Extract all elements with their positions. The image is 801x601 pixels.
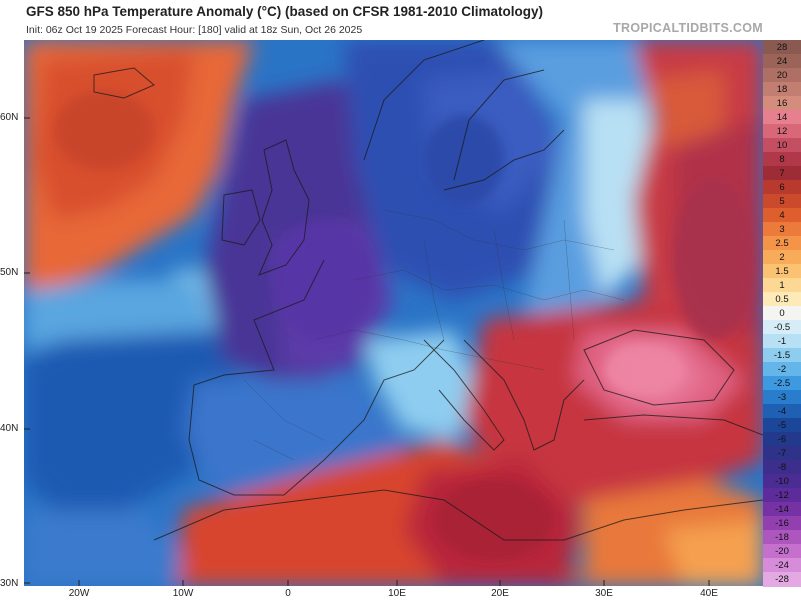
colorbar-legend: 28 24 20 18 16 14 12 10 8 7 6 5 4 3 2.5 2 1.5 1 0.5 0 -0.5 -1… [763,40,801,587]
colorbar-swatch [763,572,801,587]
colorbar-swatch [763,82,801,97]
colorbar-label: -5 [777,419,787,431]
colorbar-label: -1.5 [773,349,791,361]
colorbar-swatch [763,474,801,489]
colorbar-label: 0 [779,307,785,319]
colorbar-swatch [763,250,801,265]
map-subtitle: Init: 06z Oct 19 2025 Forecast Hour: [18… [26,24,363,36]
colorbar-label: -8 [777,461,787,473]
colorbar-swatch [763,166,801,181]
colorbar-label: -3 [777,391,787,403]
colorbar-swatch [763,54,801,69]
colorbar-label: -14 [775,503,789,515]
colorbar-label: 18 [776,83,788,95]
colorbar-swatch [763,180,801,195]
colorbar-label: 16 [776,97,788,109]
colorbar-label: -7 [777,447,787,459]
colorbar-label: 3 [779,223,785,235]
colorbar-label: -28 [775,573,789,585]
colorbar-swatch [763,152,801,167]
colorbar-label: 1 [779,279,785,291]
colorbar-label: -2.5 [773,377,791,389]
colorbar-swatch [763,530,801,545]
colorbar-label: 1.5 [775,265,789,277]
colorbar-swatch [763,348,801,363]
colorbar-label: -4 [777,405,787,417]
colorbar-swatch [763,278,801,293]
colorbar-label: 0.5 [775,293,789,305]
colorbar-swatch [763,460,801,475]
colorbar-label: 6 [779,181,785,193]
colorbar-swatch [763,362,801,377]
colorbar-label: -24 [775,559,789,571]
colorbar-swatch [763,544,801,559]
colorbar-label: -12 [775,489,789,501]
lon-label-30e: 30E [595,588,613,599]
colorbar-label: 2.5 [775,237,789,249]
colorbar-label: 28 [776,41,788,53]
lat-label-60n: 60N [0,112,19,123]
borders [243,209,625,461]
colorbar-label: 8 [779,153,785,165]
colorbar-swatch [763,110,801,125]
colorbar-label: 7 [779,167,785,179]
header: GFS 850 hPa Temperature Anomaly (°C) (ba… [0,0,801,40]
colorbar-label: -1 [777,335,787,347]
colorbar-label: -0.5 [773,321,791,333]
colorbar-swatch [763,208,801,223]
colorbar-swatch [763,558,801,573]
colorbar-label: -10 [775,475,789,487]
lat-label-40n: 40N [0,423,19,434]
colorbar-swatch [763,418,801,433]
colorbar-label: 24 [776,55,788,67]
colorbar-swatch [763,404,801,419]
graticule-ticks [24,117,710,586]
colorbar-label: -18 [775,531,789,543]
lon-label-20w: 20W [68,588,90,599]
colorbar-swatch [763,68,801,83]
brand-watermark: TROPICALTIDBITS.COM [613,21,763,35]
colorbar-label: -2 [777,363,787,375]
lat-label-30n: 30N [0,578,19,589]
anomaly-map-canvas [24,40,763,586]
lat-label-50n: 50N [0,267,19,278]
colorbar-label: 2 [779,251,785,263]
lon-label-10e: 10E [388,588,406,599]
colorbar-swatch [763,334,801,349]
lon-label-0: 0 [285,588,291,599]
colorbar-label: -6 [777,433,787,445]
colorbar-swatch [763,488,801,503]
colorbar-label: 5 [779,195,785,207]
colorbar-swatch [763,236,801,251]
colorbar-swatch [763,306,801,321]
colorbar-label: 4 [779,209,785,221]
colorbar-swatch [763,40,801,55]
colorbar-label: -16 [775,517,789,529]
colorbar-swatch [763,502,801,517]
colorbar-swatch [763,390,801,405]
coastlines [93,40,763,541]
colorbar-label: 12 [776,125,788,137]
colorbar-swatch [763,516,801,531]
lon-label-10w: 10W [172,588,194,599]
colorbar-swatch [763,194,801,209]
colorbar-label: 20 [776,69,788,81]
colorbar-swatch [763,222,801,237]
anomaly-map [24,40,763,586]
colorbar-swatch [763,138,801,153]
map-title: GFS 850 hPa Temperature Anomaly (°C) (ba… [26,4,544,19]
colorbar-label: 14 [776,111,788,123]
colorbar-swatch [763,432,801,447]
colorbar-swatch [763,264,801,279]
colorbar-swatch [763,292,801,307]
colorbar-swatch [763,446,801,461]
colorbar-label: -20 [775,545,789,557]
colorbar-label: 10 [776,139,788,151]
colorbar-swatch [763,96,801,111]
colorbar-swatch [763,320,801,335]
colorbar-swatch [763,376,801,391]
colorbar-swatch [763,124,801,139]
lon-label-20e: 20E [491,588,509,599]
lon-label-40e: 40E [700,588,718,599]
